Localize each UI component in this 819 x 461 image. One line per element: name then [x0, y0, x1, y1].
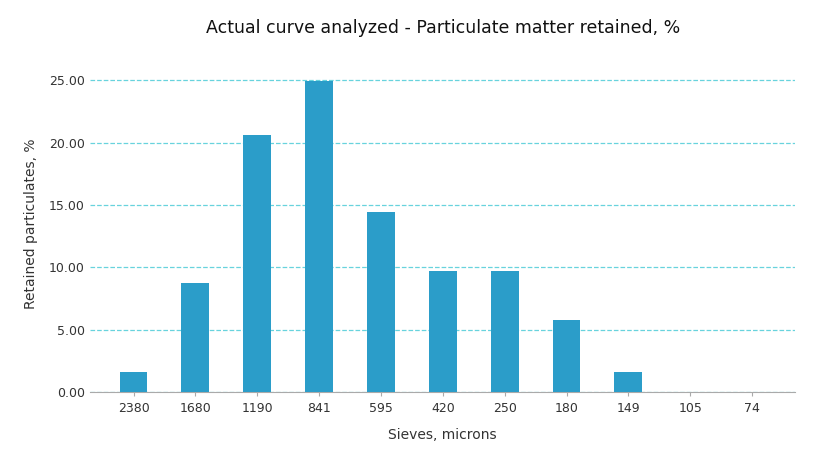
Y-axis label: Retained particulates, %: Retained particulates, % — [24, 138, 38, 309]
Bar — [428, 271, 456, 392]
Bar — [552, 319, 580, 392]
Bar — [367, 213, 395, 392]
X-axis label: Sieves, microns: Sieves, microns — [388, 428, 496, 443]
Bar — [305, 82, 333, 392]
Bar — [490, 271, 518, 392]
Title: Actual curve analyzed - Particulate matter retained, %: Actual curve analyzed - Particulate matt… — [206, 19, 679, 37]
Bar — [243, 135, 271, 392]
Bar — [120, 372, 147, 392]
Bar — [181, 284, 209, 392]
Bar — [613, 372, 641, 392]
